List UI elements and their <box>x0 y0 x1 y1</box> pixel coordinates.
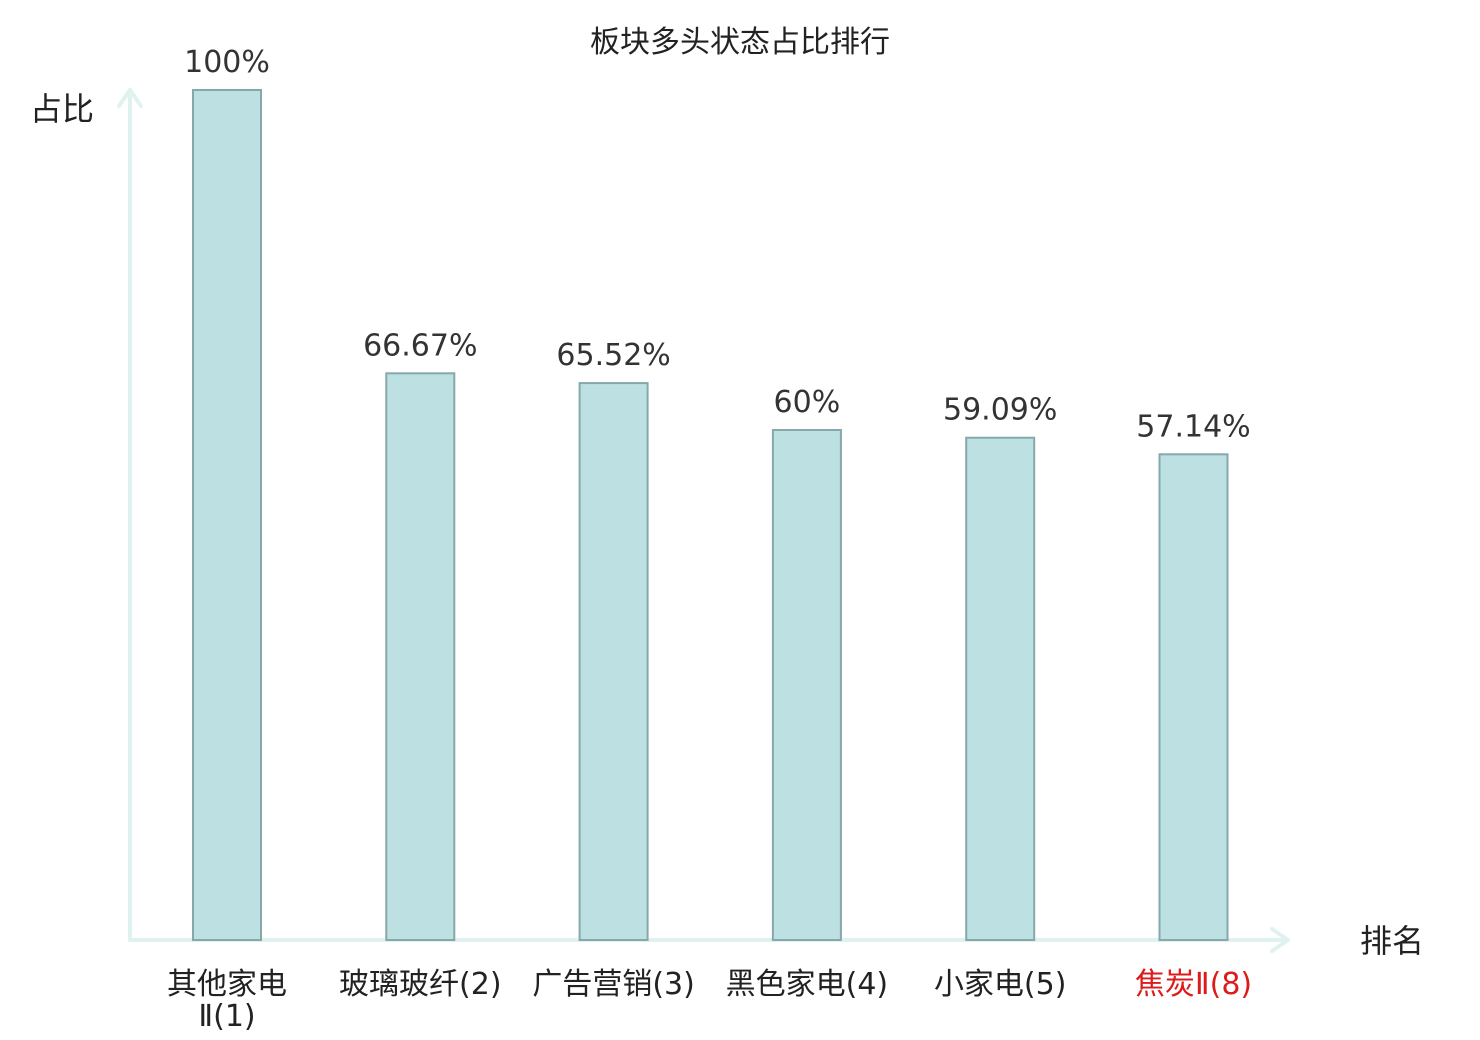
category-labels-group: 其他家电 Ⅱ(1) 玻璃玻纤(2) 广告营销(3) 黑色家电(4) 小家电(5) 焦炭Ⅱ(8… <box>167 967 1252 1034</box>
x-axis-label: 排名 <box>1360 922 1424 960</box>
x-axis: 排名 <box>128 922 1424 960</box>
bar-value-label: 100% <box>184 45 270 80</box>
bar-value-label: 60% <box>774 385 841 420</box>
value-labels-group: 100% 66.67% 65.52% 60% 59.09% 57.14% <box>184 45 1251 444</box>
bar <box>385 372 456 941</box>
y-axis-label: 占比 <box>30 90 94 128</box>
category-label: 小家电(5) <box>934 967 1067 1002</box>
category-label: 广告营销(3) <box>532 967 695 1002</box>
bar <box>965 436 1036 941</box>
bar <box>771 429 842 941</box>
category-label: 黑色家电(4) <box>726 967 889 1002</box>
bar <box>1158 453 1229 941</box>
chart-title: 板块多头状态占比排行 <box>590 25 890 60</box>
category-label: 玻璃玻纤(2) <box>339 967 502 1002</box>
bar <box>192 89 262 941</box>
bar <box>578 382 649 941</box>
x-axis-arrow-icon <box>1270 927 1290 953</box>
bar-value-label: 66.67% <box>363 328 477 363</box>
bar-value-label: 59.09% <box>943 393 1057 428</box>
category-label: 其他家电 Ⅱ(1) <box>167 967 287 1034</box>
bar-value-label: 57.14% <box>1136 409 1250 444</box>
bars-group <box>192 89 1229 941</box>
y-axis-arrow-icon <box>117 88 143 108</box>
bar-value-label: 65.52% <box>556 338 670 373</box>
y-axis: 占比 <box>30 88 143 942</box>
category-label: 焦炭Ⅱ(8) <box>1135 967 1252 1002</box>
